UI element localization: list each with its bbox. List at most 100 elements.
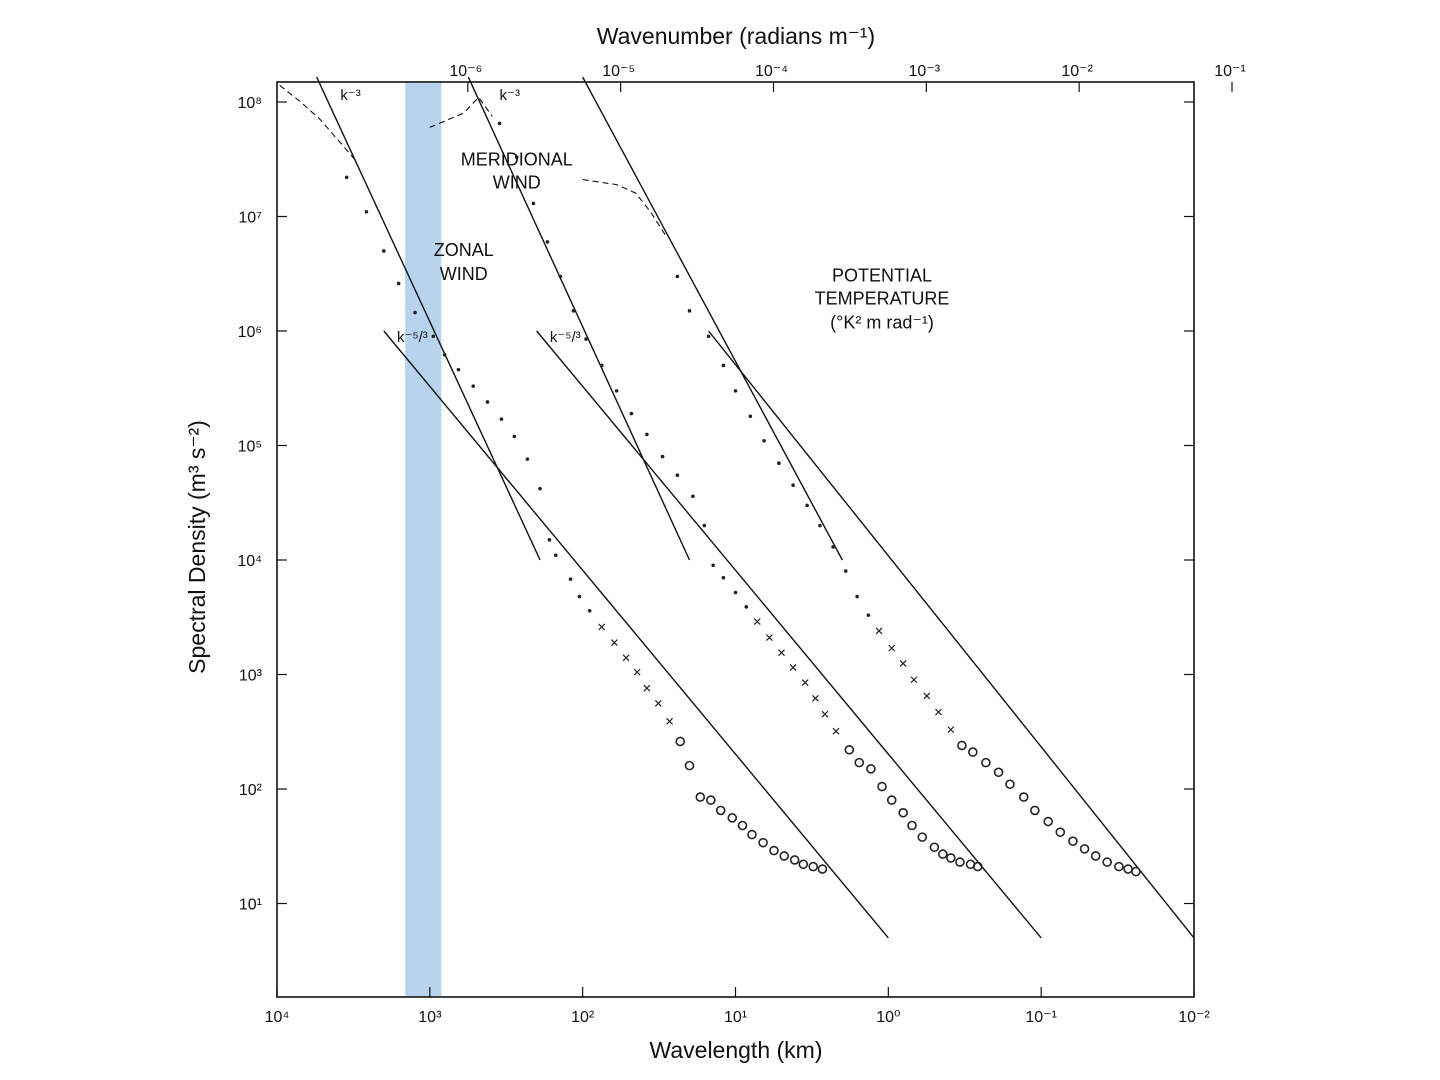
annotation-label: TEMPERATURE: [815, 289, 950, 309]
potential-temperature-point: [1018, 792, 1029, 802]
potential-temperature-point: [968, 747, 978, 757]
zonal-wind-point: [431, 334, 436, 339]
meridional-wind-point: [629, 411, 634, 416]
meridional-wind-point: [898, 807, 908, 818]
meridional-wind-point: [545, 240, 550, 244]
annotation-label: (°K² m rad⁻¹): [830, 313, 934, 333]
reference-line: [708, 330, 1195, 939]
meridional-wind-point: [854, 757, 865, 768]
y-tick-label: 10⁶: [238, 324, 262, 341]
meridional-wind-point: [801, 679, 809, 687]
reference-line: [467, 76, 691, 561]
potential-temperature-point: [899, 659, 907, 667]
potential-temperature-point: [1068, 836, 1078, 847]
top-x-tick-label: 10⁻¹: [1214, 63, 1246, 80]
meridional-wind-point: [753, 618, 761, 625]
x-tick-label: 10³: [418, 1009, 442, 1026]
zonal-wind-point: [643, 684, 651, 692]
zonal-wind-point: [485, 400, 490, 404]
x-tick-label: 10⁴: [265, 1009, 290, 1026]
potential-temperature-point: [888, 644, 896, 652]
potential-temperature-point: [993, 767, 1004, 778]
zonal-wind-dashed-line: [279, 84, 358, 163]
meridional-wind-point: [711, 563, 715, 568]
zonal-wind-point: [789, 855, 800, 865]
potential-temperature-point: [721, 363, 726, 368]
x-tick-label: 10⁻²: [1178, 1009, 1210, 1026]
zonal-wind-point: [622, 654, 630, 662]
potential-temperature-point: [1090, 851, 1101, 861]
annotation-label: k⁻³: [340, 87, 360, 104]
meridional-wind-point: [929, 842, 940, 853]
meridional-wind-point: [877, 781, 887, 792]
highlight-band-layer: [405, 83, 442, 996]
zonal-wind-point: [587, 609, 592, 613]
meridional-wind-point: [907, 820, 917, 831]
meridional-wind-point: [778, 649, 785, 657]
meridional-wind-point: [599, 363, 604, 368]
top-x-axis-title: Wavenumber (radians m⁻¹): [597, 23, 875, 49]
meridional-wind-point: [811, 694, 819, 702]
x-tick-label: 10²: [571, 1009, 595, 1026]
ticks-layer: 10⁴ 10³ 10² 10¹ 10⁰ 10⁻¹ 10⁻² 10¹ 10² 10³ 10⁴ 10⁵ 10…: [237, 63, 1245, 1026]
meridional-wind-point: [765, 634, 773, 642]
potential-temperature-point: [777, 461, 781, 466]
potential-temperature-point: [947, 726, 955, 734]
meridional-wind-point: [691, 494, 695, 499]
x-axis-title: Wavelength (km): [650, 1037, 823, 1063]
y-tick-label: 10⁵: [238, 439, 262, 456]
x-tick-label: 10¹: [724, 1009, 747, 1026]
zonal-wind-point: [396, 281, 401, 286]
zonal-wind-point: [538, 486, 542, 491]
meridional-wind-point: [866, 764, 876, 774]
zonal-wind-point: [633, 668, 641, 676]
zonal-wind-point: [577, 594, 582, 599]
potential-temperature-point: [866, 613, 871, 617]
meridional-wind-point: [844, 744, 855, 755]
potential-temperature-point: [706, 334, 711, 339]
meridional-wind-point: [497, 121, 502, 126]
potential-temperature-point: [748, 414, 753, 419]
highlight-band: [405, 83, 442, 996]
zonal-wind-point: [456, 367, 461, 372]
zonal-wind-point: [769, 845, 779, 856]
zonal-wind-point: [666, 717, 673, 725]
meridional-wind-point: [675, 473, 680, 478]
y-axis-title: Spectral Density (m³ s⁻²): [184, 420, 210, 674]
potential-temperature-point: [675, 274, 680, 279]
annotation-label: MERIDIONAL: [461, 149, 573, 169]
annotation-label: k⁻³: [500, 87, 520, 104]
potential-temperature-point: [818, 523, 822, 528]
potential-temperature-point: [1114, 861, 1124, 872]
y-tick-label: 10⁷: [238, 210, 262, 227]
zonal-wind-point: [779, 851, 790, 861]
zonal-wind-point: [737, 820, 748, 831]
meridional-wind-point: [584, 337, 588, 341]
zonal-wind-point: [568, 577, 573, 581]
annotations-layer: ZONAL WIND MERIDIONAL WIND POTENTIAL TEMPERAT…: [340, 87, 949, 346]
potential-temperature-point: [1079, 844, 1090, 854]
potential-temperature-point: [687, 309, 692, 313]
zonal-wind-point: [471, 384, 476, 388]
potential-temperature-point: [923, 692, 931, 700]
meridional-wind-point: [531, 201, 536, 206]
reference-line: [383, 330, 889, 939]
zonal-wind-point: [382, 249, 386, 253]
y-tick-label: 10³: [239, 668, 263, 685]
potential-temperature-point: [843, 569, 848, 573]
zonal-wind-point: [344, 175, 349, 180]
annotation-label: k⁻⁵/³: [550, 329, 581, 346]
potential-temperature-point: [831, 545, 835, 549]
meridional-wind-point: [514, 155, 519, 159]
meridional-wind-point: [821, 710, 829, 718]
potential-temperature-point: [875, 627, 883, 635]
meridional-wind-point: [946, 853, 956, 863]
data-points-layer: [344, 121, 1141, 877]
y-tick-label: 10⁸: [237, 95, 262, 112]
zonal-wind-point: [675, 736, 686, 747]
zonal-wind-point: [817, 864, 828, 874]
meridional-wind-point: [832, 727, 840, 735]
potential-temperature-point: [1131, 866, 1141, 877]
reference-line: [316, 76, 541, 561]
